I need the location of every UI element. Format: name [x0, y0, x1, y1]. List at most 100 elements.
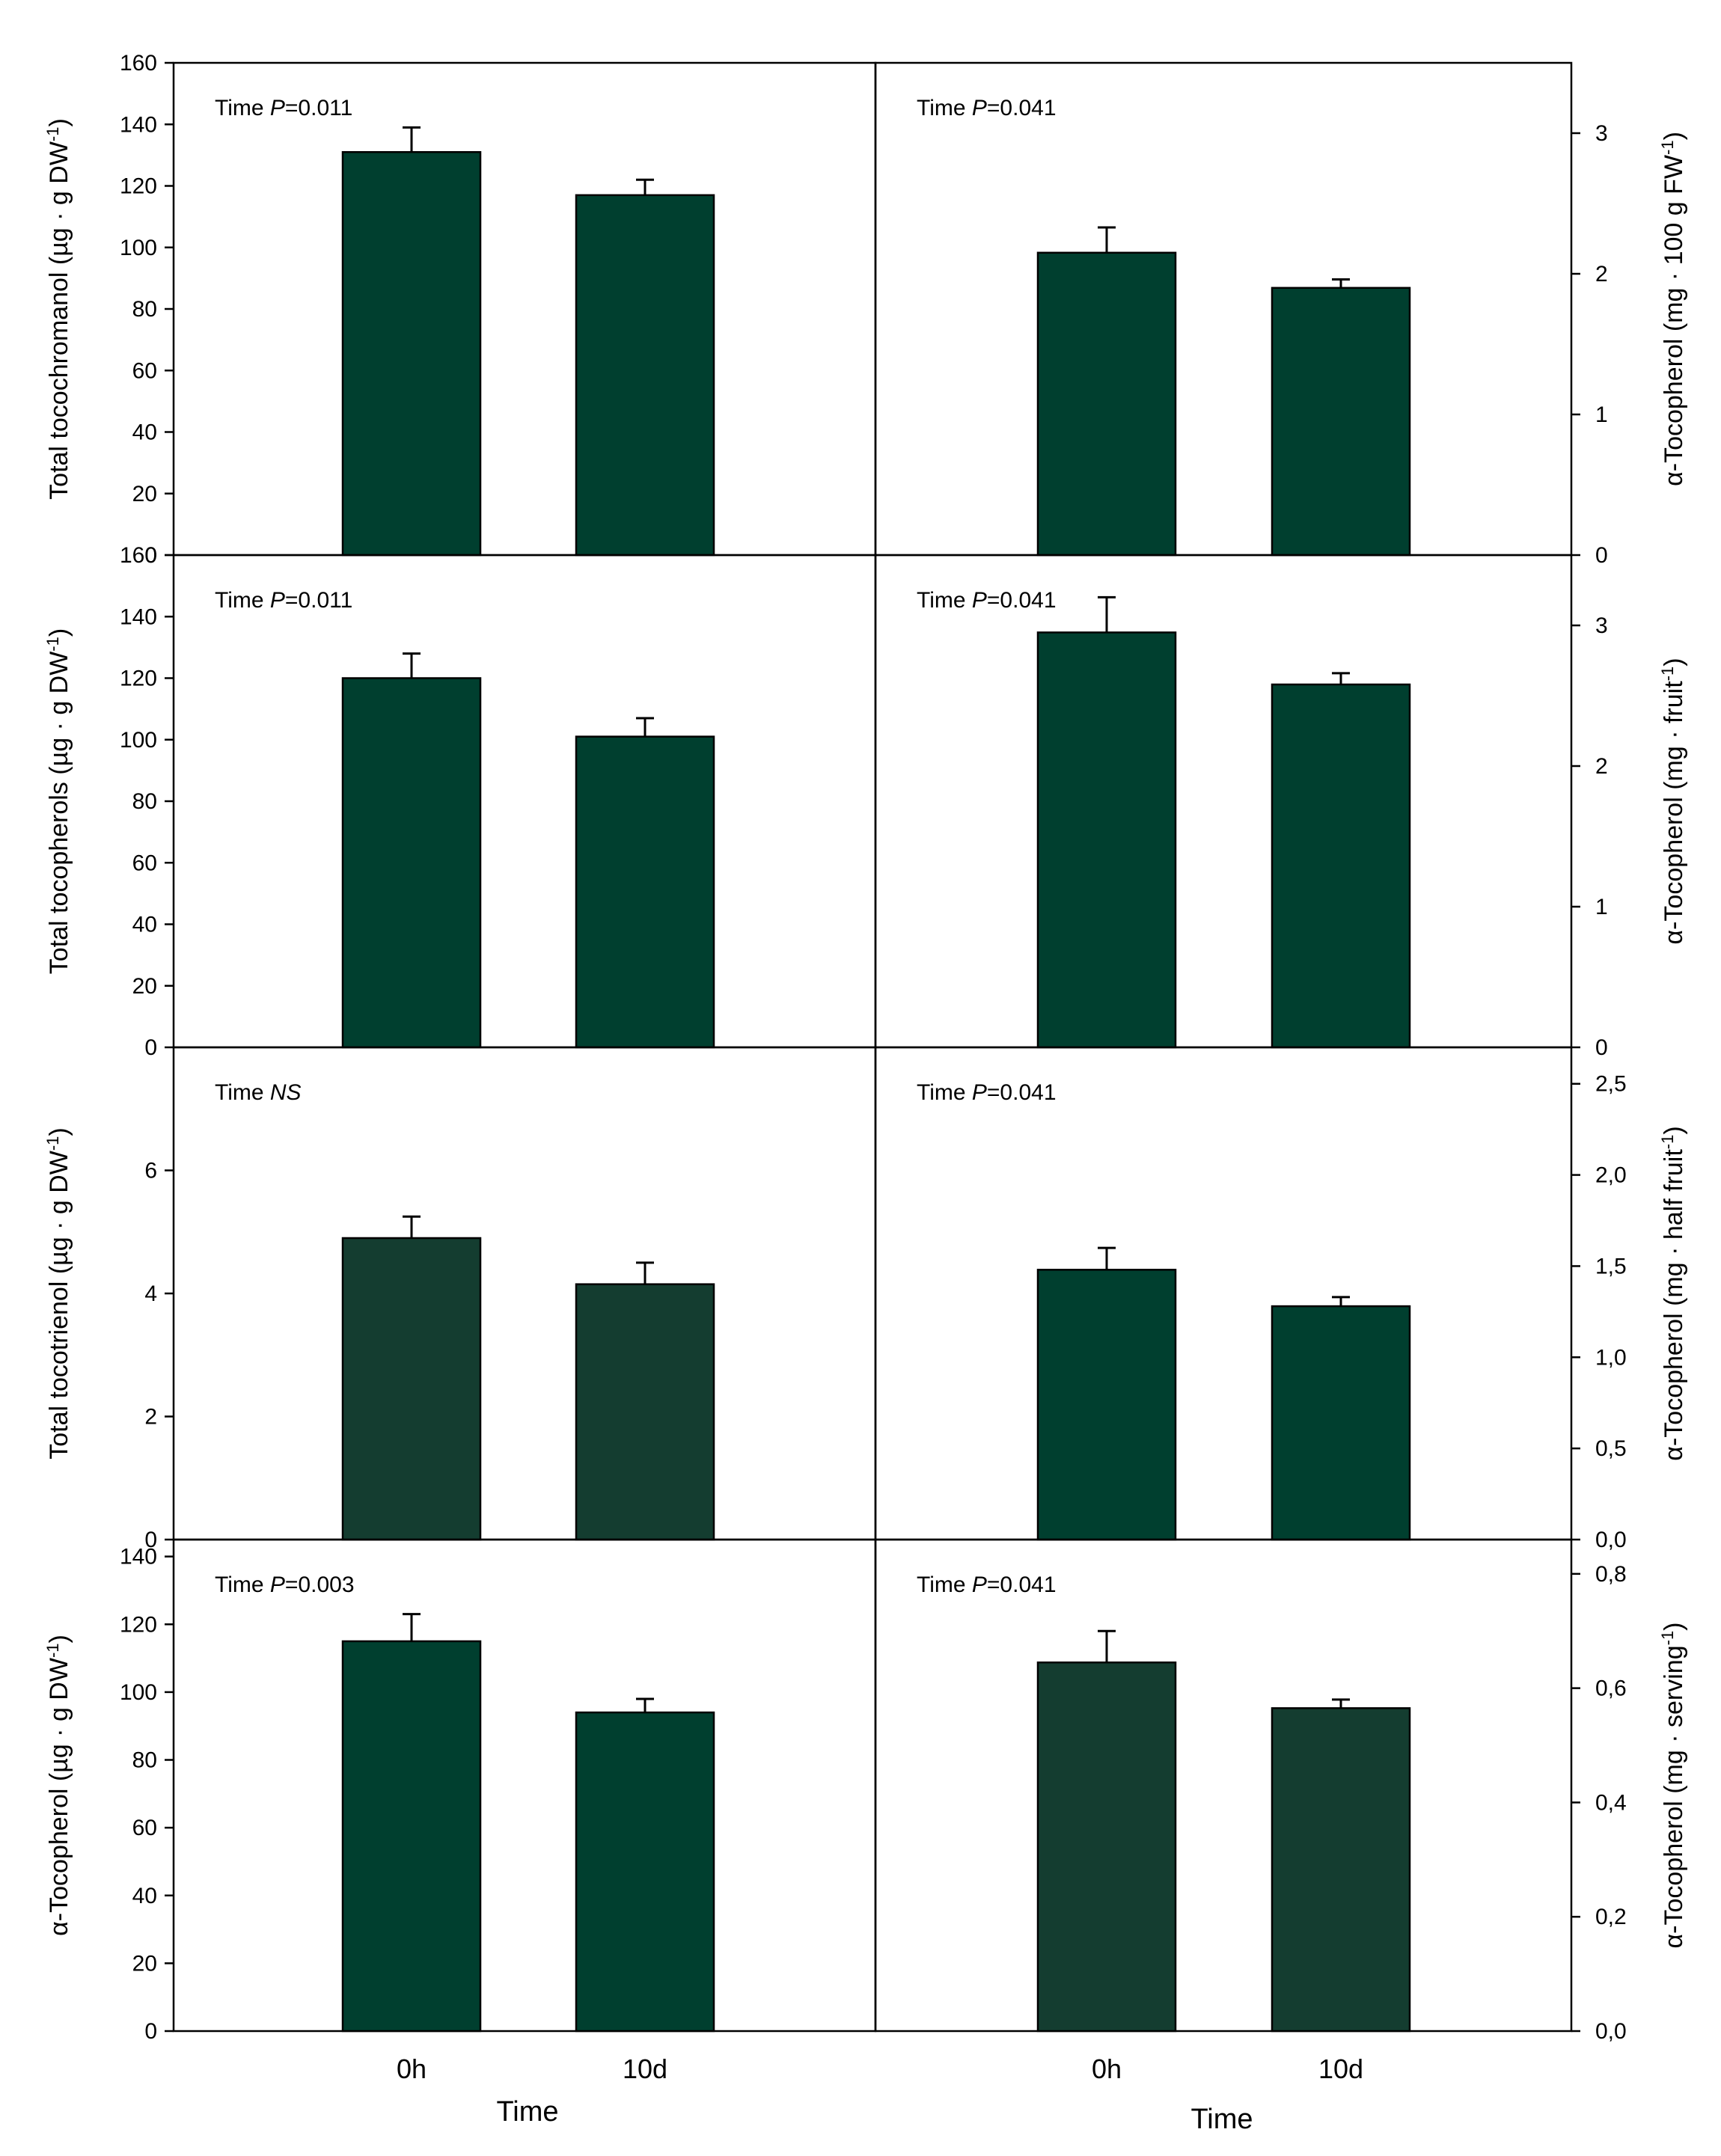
y-tick-label: 140 [120, 1545, 157, 1569]
p-value-annotation: Time P=0.011 [215, 96, 352, 120]
y-tick-label: 0,5 [1595, 1436, 1627, 1461]
y-tick-label: 20 [132, 482, 157, 506]
annotation-suffix: =0.041 [987, 96, 1057, 120]
y-label-close: ) [1660, 1126, 1688, 1134]
y-tick-label: 0,0 [1595, 2019, 1627, 2044]
y-tick-label: 0,8 [1595, 1562, 1627, 1587]
y-label-close: ) [45, 1127, 73, 1136]
y-tick-label: 160 [120, 543, 157, 568]
y-tick-label: 2 [144, 1405, 157, 1430]
y-label-main: Total tocopherols (µg · g DW [45, 652, 73, 975]
y-label-superscript: -1 [1658, 1631, 1677, 1646]
y-tick-label: 120 [120, 667, 157, 691]
bar-0h [1036, 1662, 1177, 2033]
y-label-superscript: -1 [1658, 140, 1677, 155]
y-tick-label: 3 [1595, 121, 1608, 146]
y-tick-label: 1,5 [1595, 1254, 1627, 1278]
y-tick-label: 80 [132, 297, 157, 322]
y-label-main: α-Tocopherol (mg · half fruit [1660, 1149, 1688, 1461]
bar-0h [341, 1237, 482, 1541]
panel-frame [874, 61, 1573, 557]
bar-10d [575, 194, 715, 557]
y-tick-label: 100 [120, 1680, 157, 1705]
y-tick-label: 40 [132, 1884, 157, 1908]
y-tick-label: 40 [132, 420, 157, 445]
annotation-prefix: Time [215, 1080, 270, 1105]
bar-0h [1036, 251, 1177, 557]
annotation-italic: P [972, 96, 987, 120]
annotation-italic: P [270, 96, 285, 120]
bar-0h [341, 1640, 482, 2033]
y-label-main: α-Tocopherol (mg · fruit [1660, 681, 1688, 945]
annotation-prefix: Time [215, 1572, 270, 1597]
y-tick-label: 80 [132, 789, 157, 814]
annotation-italic: NS [270, 1080, 302, 1105]
y-tick-label: 0 [1595, 1035, 1608, 1060]
y-label-main: α-Tocopherol (µg · g DW [45, 1658, 73, 1936]
p-value-annotation: Time P=0.041 [917, 96, 1057, 120]
annotation-prefix: Time [215, 588, 270, 613]
y-axis-label: α-Tocopherol (mg · fruit-1) [1658, 658, 1688, 944]
p-value-annotation: Time P=0.041 [917, 1572, 1057, 1597]
y-tick-label: 6 [144, 1159, 157, 1183]
panel-row4-right: 0,0 0,2 0,4 0,6 0,8 Time P=0.041 α-Tocopherol … [874, 1538, 1688, 2044]
y-tick-label: 40 [132, 913, 157, 937]
x-category-left-10d: 10d [623, 2054, 667, 2084]
y-tick-label: 0 [144, 2019, 157, 2044]
y-tick-label: 2 [1595, 262, 1608, 287]
annotation-suffix: =0.041 [987, 1080, 1057, 1105]
y-label-superscript: -1 [43, 637, 62, 652]
y-axis-label: Total tocopherols (µg · g DW-1) [43, 628, 73, 974]
y-label-close: ) [1660, 1622, 1688, 1630]
y-tick-label: 0 [1595, 543, 1608, 568]
y-tick-label: 120 [120, 174, 157, 199]
panel-frame [172, 1538, 877, 2033]
annotation-suffix: =0.003 [285, 1572, 355, 1597]
y-tick-label: 2 [1595, 754, 1608, 779]
y-label-superscript: -1 [43, 1643, 62, 1658]
panel-frame [172, 1046, 877, 1541]
y-axis-label: α-Tocopherol (mg · serving-1) [1658, 1622, 1688, 1948]
annotation-suffix: =0.011 [285, 588, 352, 613]
x-category-left-0h: 0h [397, 2054, 427, 2084]
bar-0h [1036, 631, 1177, 1049]
panel-row1-left: 0 20 40 60 80 100 120 140 160 Time P=0.011 Total t… [43, 51, 877, 568]
y-tick-label: 0,2 [1595, 1905, 1627, 1929]
p-value-annotation: Time P=0.011 [215, 588, 352, 613]
y-tick-label: 0 [144, 1035, 157, 1060]
annotation-prefix: Time [215, 96, 270, 120]
panel-row3-right: 0,0 0,5 1,0 1,5 2,0 2,5 Time P=0.041 α-Tocopher… [874, 1046, 1688, 1552]
panel-row4-left: 0 20 40 60 80 100 120 140 Time P=0.003 α-Tocopher… [43, 1538, 877, 2044]
y-tick-label: 20 [132, 974, 157, 999]
shared-x-axis: 0h 10d 0h 10d Time Time [397, 2054, 1363, 2135]
y-tick-label: 2,5 [1595, 1072, 1627, 1097]
panel-row3-left: 0 2 4 6 Time NS Total tocotrienol (µg · g DW-… [43, 1046, 877, 1552]
y-tick-label: 0 [144, 543, 157, 568]
y-label-close: ) [45, 1635, 73, 1643]
annotation-prefix: Time [917, 1572, 972, 1597]
p-value-annotation: Time NS [215, 1080, 302, 1105]
annotation-suffix: =0.041 [987, 588, 1057, 613]
y-label-main: α-Tocopherol (mg · 100 g FW [1660, 155, 1688, 486]
annotation-italic: P [270, 588, 285, 613]
y-tick-label: 140 [120, 112, 157, 137]
y-tick-label: 0 [144, 1528, 157, 1552]
y-tick-label: 1 [1595, 402, 1608, 427]
y-tick-label: 100 [120, 728, 157, 753]
y-axis-label: α-Tocopherol (mg · half fruit-1) [1658, 1126, 1688, 1460]
annotation-italic: P [972, 1572, 987, 1597]
panel-row1-right: 0 1 2 3 Time P=0.041 α-Tocopherol (mg · 100 g… [874, 61, 1688, 568]
y-label-superscript: -1 [1658, 1135, 1677, 1150]
annotation-prefix: Time [917, 588, 972, 613]
bar-0h [1036, 1269, 1177, 1541]
x-axis-title-left: Time [496, 2096, 558, 2128]
x-category-right-0h: 0h [1092, 2054, 1122, 2084]
y-tick-label: 120 [120, 1612, 157, 1637]
annotation-prefix: Time [917, 96, 972, 120]
x-axis-title-right: Time [1190, 2104, 1253, 2135]
p-value-annotation: Time P=0.041 [917, 588, 1057, 613]
y-label-superscript: -1 [43, 127, 62, 142]
annotation-suffix: =0.011 [285, 96, 352, 120]
